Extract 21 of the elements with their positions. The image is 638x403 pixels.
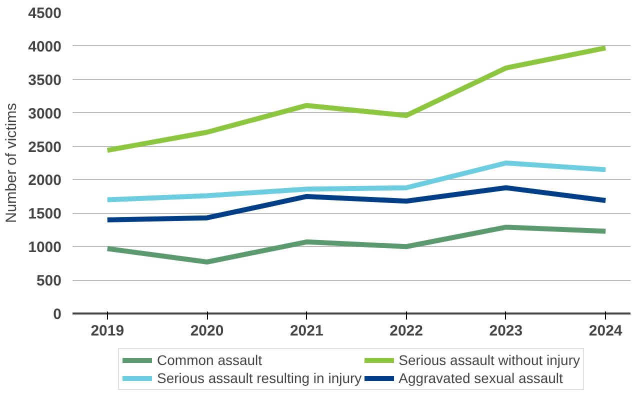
y-tick-label: 1500 (28, 206, 62, 223)
legend-label: Aggravated sexual assault (398, 370, 563, 386)
legend-label: Serious assault resulting in injury (157, 370, 362, 386)
y-tick-label: 1000 (28, 239, 62, 256)
x-tick-label: 2023 (489, 322, 523, 340)
y-tick-label: 0 (53, 306, 62, 323)
y-tick-label: 500 (36, 272, 62, 290)
y-tick-label: 3000 (28, 105, 62, 122)
y-tick-label: 4000 (28, 38, 62, 56)
x-tick-label: 2019 (90, 322, 124, 340)
x-tick-label: 2024 (588, 322, 623, 340)
x-tick-label: 2022 (390, 322, 423, 340)
legend-label: Serious assault without injury (398, 352, 580, 368)
y-tick-label: 2500 (28, 138, 62, 156)
legend-label: Common assault (157, 352, 262, 368)
y-tick-label: 4500 (28, 5, 62, 22)
y-tick-label: 2000 (28, 172, 62, 190)
x-tick-label: 2020 (190, 322, 224, 340)
x-tick-label: 2021 (290, 322, 324, 340)
y-axis-title: Number of victims (3, 102, 20, 224)
y-tick-label: 3500 (28, 72, 62, 89)
